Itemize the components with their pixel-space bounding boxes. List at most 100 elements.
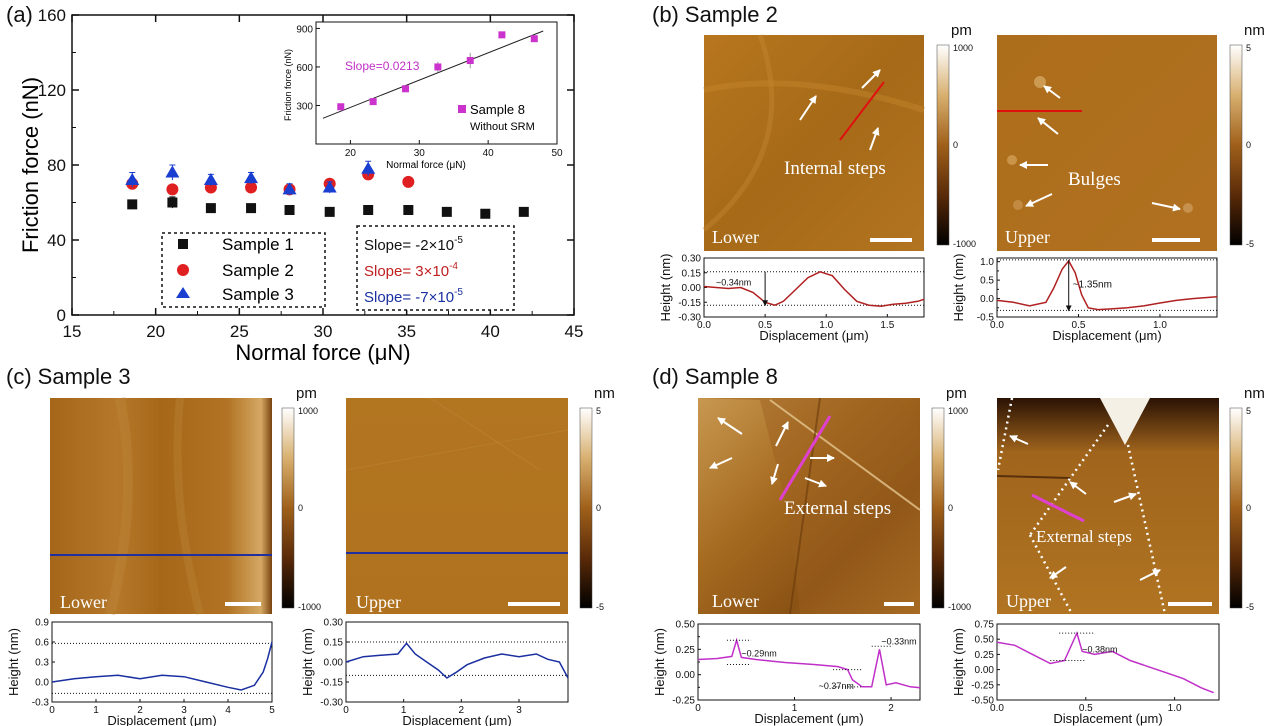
profile-y-tick-label: 0.5 — [980, 276, 994, 287]
data-point-sample1 — [324, 206, 335, 217]
panel-d-title: Sample 8 — [684, 364, 778, 389]
profile-line — [345, 642, 569, 679]
inset-x-tick-label: 50 — [551, 148, 563, 159]
a-slope-box — [356, 225, 515, 311]
c-lower-caption: Lower — [60, 592, 107, 612]
profile-x-tick-label: 0 — [695, 703, 701, 714]
profile-y-tick-label: 0.50 — [676, 620, 696, 631]
legend-label-sample3: Sample 3 — [222, 285, 294, 304]
profile-y-tick-label: 0.00 — [324, 658, 344, 669]
data-point-sample1 — [518, 206, 529, 217]
profile-y-axis-label: Height (nm) — [300, 628, 315, 696]
profile-x-tick-label: 0.0 — [990, 703, 1004, 714]
height-annotation-2: ~0.37nm — [819, 681, 854, 691]
profile-y-tick-label: -0.5 — [977, 313, 995, 324]
b-upper-caption: Upper — [1005, 227, 1050, 247]
colorbar-unit: nm — [594, 385, 615, 402]
x-tick-label: 35 — [397, 322, 416, 341]
profile-y-tick-label: -0.30 — [678, 313, 701, 324]
profile-x-tick-label: 0.5 — [758, 320, 772, 331]
colorbar-mid-label: 0 — [953, 140, 958, 150]
inset-legend-name: Sample 8 — [470, 102, 525, 117]
profile-y-tick-label: 0.50 — [975, 635, 995, 646]
profile-y-tick-label: 0.3 — [35, 658, 49, 669]
inset-data-point — [498, 31, 506, 39]
color-scale-bars: pm10000-1000nm50-5pm10000-1000nm50-5pm10… — [281, 22, 1265, 612]
panel-a-label: (a) — [6, 2, 33, 27]
d-upper-step-line-1 — [996, 397, 1014, 471]
inset-fit-line — [322, 30, 544, 119]
d-lower-annotation: External steps — [784, 498, 891, 519]
d-upper-caption: Upper — [1006, 591, 1051, 611]
profile-d-lower-profile: 0 1 2 -0.25 0.00 0.25 0.50 Displacement (μm) Hei… — [652, 620, 921, 726]
profile-x-tick-label: 1.0 — [1153, 320, 1167, 331]
profile-y-tick-label: 0.75 — [975, 620, 995, 631]
colorbar-mid-label: 0 — [948, 503, 953, 513]
y-tick-label: 80 — [47, 156, 66, 175]
data-point-sample1 — [363, 205, 374, 215]
scale-bar — [870, 238, 912, 242]
d-upper-step-line-4 — [1126, 444, 1167, 615]
y-tick-label: 160 — [38, 6, 66, 25]
data-point-sample1 — [480, 208, 491, 219]
profile-frame — [996, 257, 1218, 318]
b-lower-annotation: Internal steps — [784, 158, 886, 179]
inset-data-point — [466, 57, 474, 65]
arrow-3 — [1113, 492, 1137, 503]
height-annotation: ~0.34nm — [716, 278, 751, 288]
d-upper-step-line-2 — [1028, 424, 1110, 536]
profile-y-tick-label: 0.6 — [35, 638, 49, 649]
arrow-3 — [869, 127, 880, 151]
profile-y-tick-label: 0.00 — [975, 665, 995, 676]
b-lower-caption: Lower — [712, 227, 759, 247]
arrow-4 — [1049, 566, 1067, 579]
inset-slope-label: Slope=0.0213 — [345, 59, 420, 73]
profile-line — [697, 637, 921, 689]
profile-x-tick-label: 2 — [459, 705, 465, 716]
colorbar-mid-label: 0 — [596, 503, 601, 513]
profile-y-tick-label: -0.15 — [678, 298, 701, 309]
data-point-sample1 — [284, 205, 295, 215]
profile-y-tick-label: 0.15 — [324, 638, 344, 649]
profile-x-tick-label: 0 — [49, 705, 55, 716]
x-tick-label: 30 — [314, 322, 333, 341]
arrow-2 — [1037, 117, 1059, 135]
inset-data-point — [402, 85, 410, 93]
panel-b-title: Sample 2 — [684, 2, 778, 27]
panel-b-lower-image: Internal steps Lower — [702, 34, 925, 251]
profile-y-tick-label: -0.30 — [320, 698, 343, 709]
scale-bar — [225, 602, 261, 606]
x-tick-label: 20 — [146, 322, 165, 341]
profile-x-tick-label: 0.0 — [697, 320, 711, 331]
profile-y-axis-label: Height (nm) — [951, 628, 966, 696]
x-tick-label: 15 — [63, 322, 82, 341]
panel-a-inset: 20 30 40 50 300 600 900 Normal force (μN) Fric… — [283, 21, 563, 171]
profile-y-axis-label: Height (nm) — [951, 254, 966, 322]
data-point-sample3 — [203, 173, 218, 185]
height-profiles: 0.0 0.5 1.0 1.5-0.30-0.150.000.150.30Displa… — [6, 254, 1220, 726]
colorbar-b-lower — [936, 44, 950, 246]
scale-bar — [508, 602, 560, 606]
inset-y-tick-label: 600 — [296, 63, 313, 74]
panel-d-label: (d) Sample 8 — [652, 364, 778, 389]
inset-data-point — [530, 35, 538, 43]
profile-x-axis-label: Displacement (μm) — [107, 713, 216, 726]
profile-x-tick-label: 0.5 — [1072, 320, 1086, 331]
data-point-sample1 — [246, 203, 257, 214]
profile-x-axis-label: Displacement (μm) — [759, 328, 868, 343]
legend-label-sample1: Sample 1 — [222, 235, 294, 254]
colorbar-unit: nm — [1244, 22, 1265, 39]
scale-bar — [884, 602, 914, 606]
arrow-3 — [775, 421, 789, 447]
profile-x-tick-label: 1.5 — [880, 320, 894, 331]
data-point-sample2 — [402, 175, 415, 188]
profile-c-upper-profile: 0 1 2 3 -0.30 -0.15 0.00 0.15 0.30 Displacement (… — [300, 618, 569, 726]
inset-legend-sub: Without SRM — [470, 121, 535, 133]
colorbar-unit: pm — [296, 385, 317, 402]
x-tick-label: 40 — [481, 322, 500, 341]
profile-y-tick-label: 0.0 — [980, 294, 994, 305]
legend-marker-sample1 — [178, 239, 188, 249]
profile-y-tick-label: -0.25 — [971, 680, 994, 691]
